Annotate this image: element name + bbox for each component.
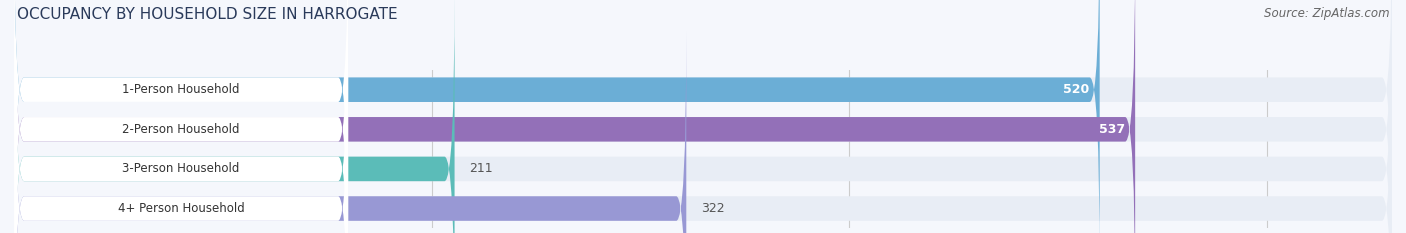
Text: 520: 520	[1063, 83, 1090, 96]
FancyBboxPatch shape	[14, 31, 349, 233]
FancyBboxPatch shape	[14, 31, 1392, 233]
FancyBboxPatch shape	[14, 0, 1099, 233]
FancyBboxPatch shape	[14, 0, 349, 233]
FancyBboxPatch shape	[14, 0, 349, 233]
Text: 322: 322	[702, 202, 725, 215]
FancyBboxPatch shape	[14, 0, 1135, 233]
Text: 4+ Person Household: 4+ Person Household	[118, 202, 245, 215]
Text: 2-Person Household: 2-Person Household	[122, 123, 240, 136]
FancyBboxPatch shape	[14, 0, 349, 233]
Text: 537: 537	[1099, 123, 1125, 136]
FancyBboxPatch shape	[14, 0, 1392, 233]
Text: OCCUPANCY BY HOUSEHOLD SIZE IN HARROGATE: OCCUPANCY BY HOUSEHOLD SIZE IN HARROGATE	[17, 7, 398, 22]
Text: Source: ZipAtlas.com: Source: ZipAtlas.com	[1264, 7, 1389, 20]
FancyBboxPatch shape	[14, 0, 1392, 233]
Text: 1-Person Household: 1-Person Household	[122, 83, 240, 96]
FancyBboxPatch shape	[14, 0, 1392, 233]
FancyBboxPatch shape	[14, 0, 454, 233]
FancyBboxPatch shape	[14, 31, 686, 233]
Text: 3-Person Household: 3-Person Household	[122, 162, 240, 175]
Text: 211: 211	[470, 162, 494, 175]
